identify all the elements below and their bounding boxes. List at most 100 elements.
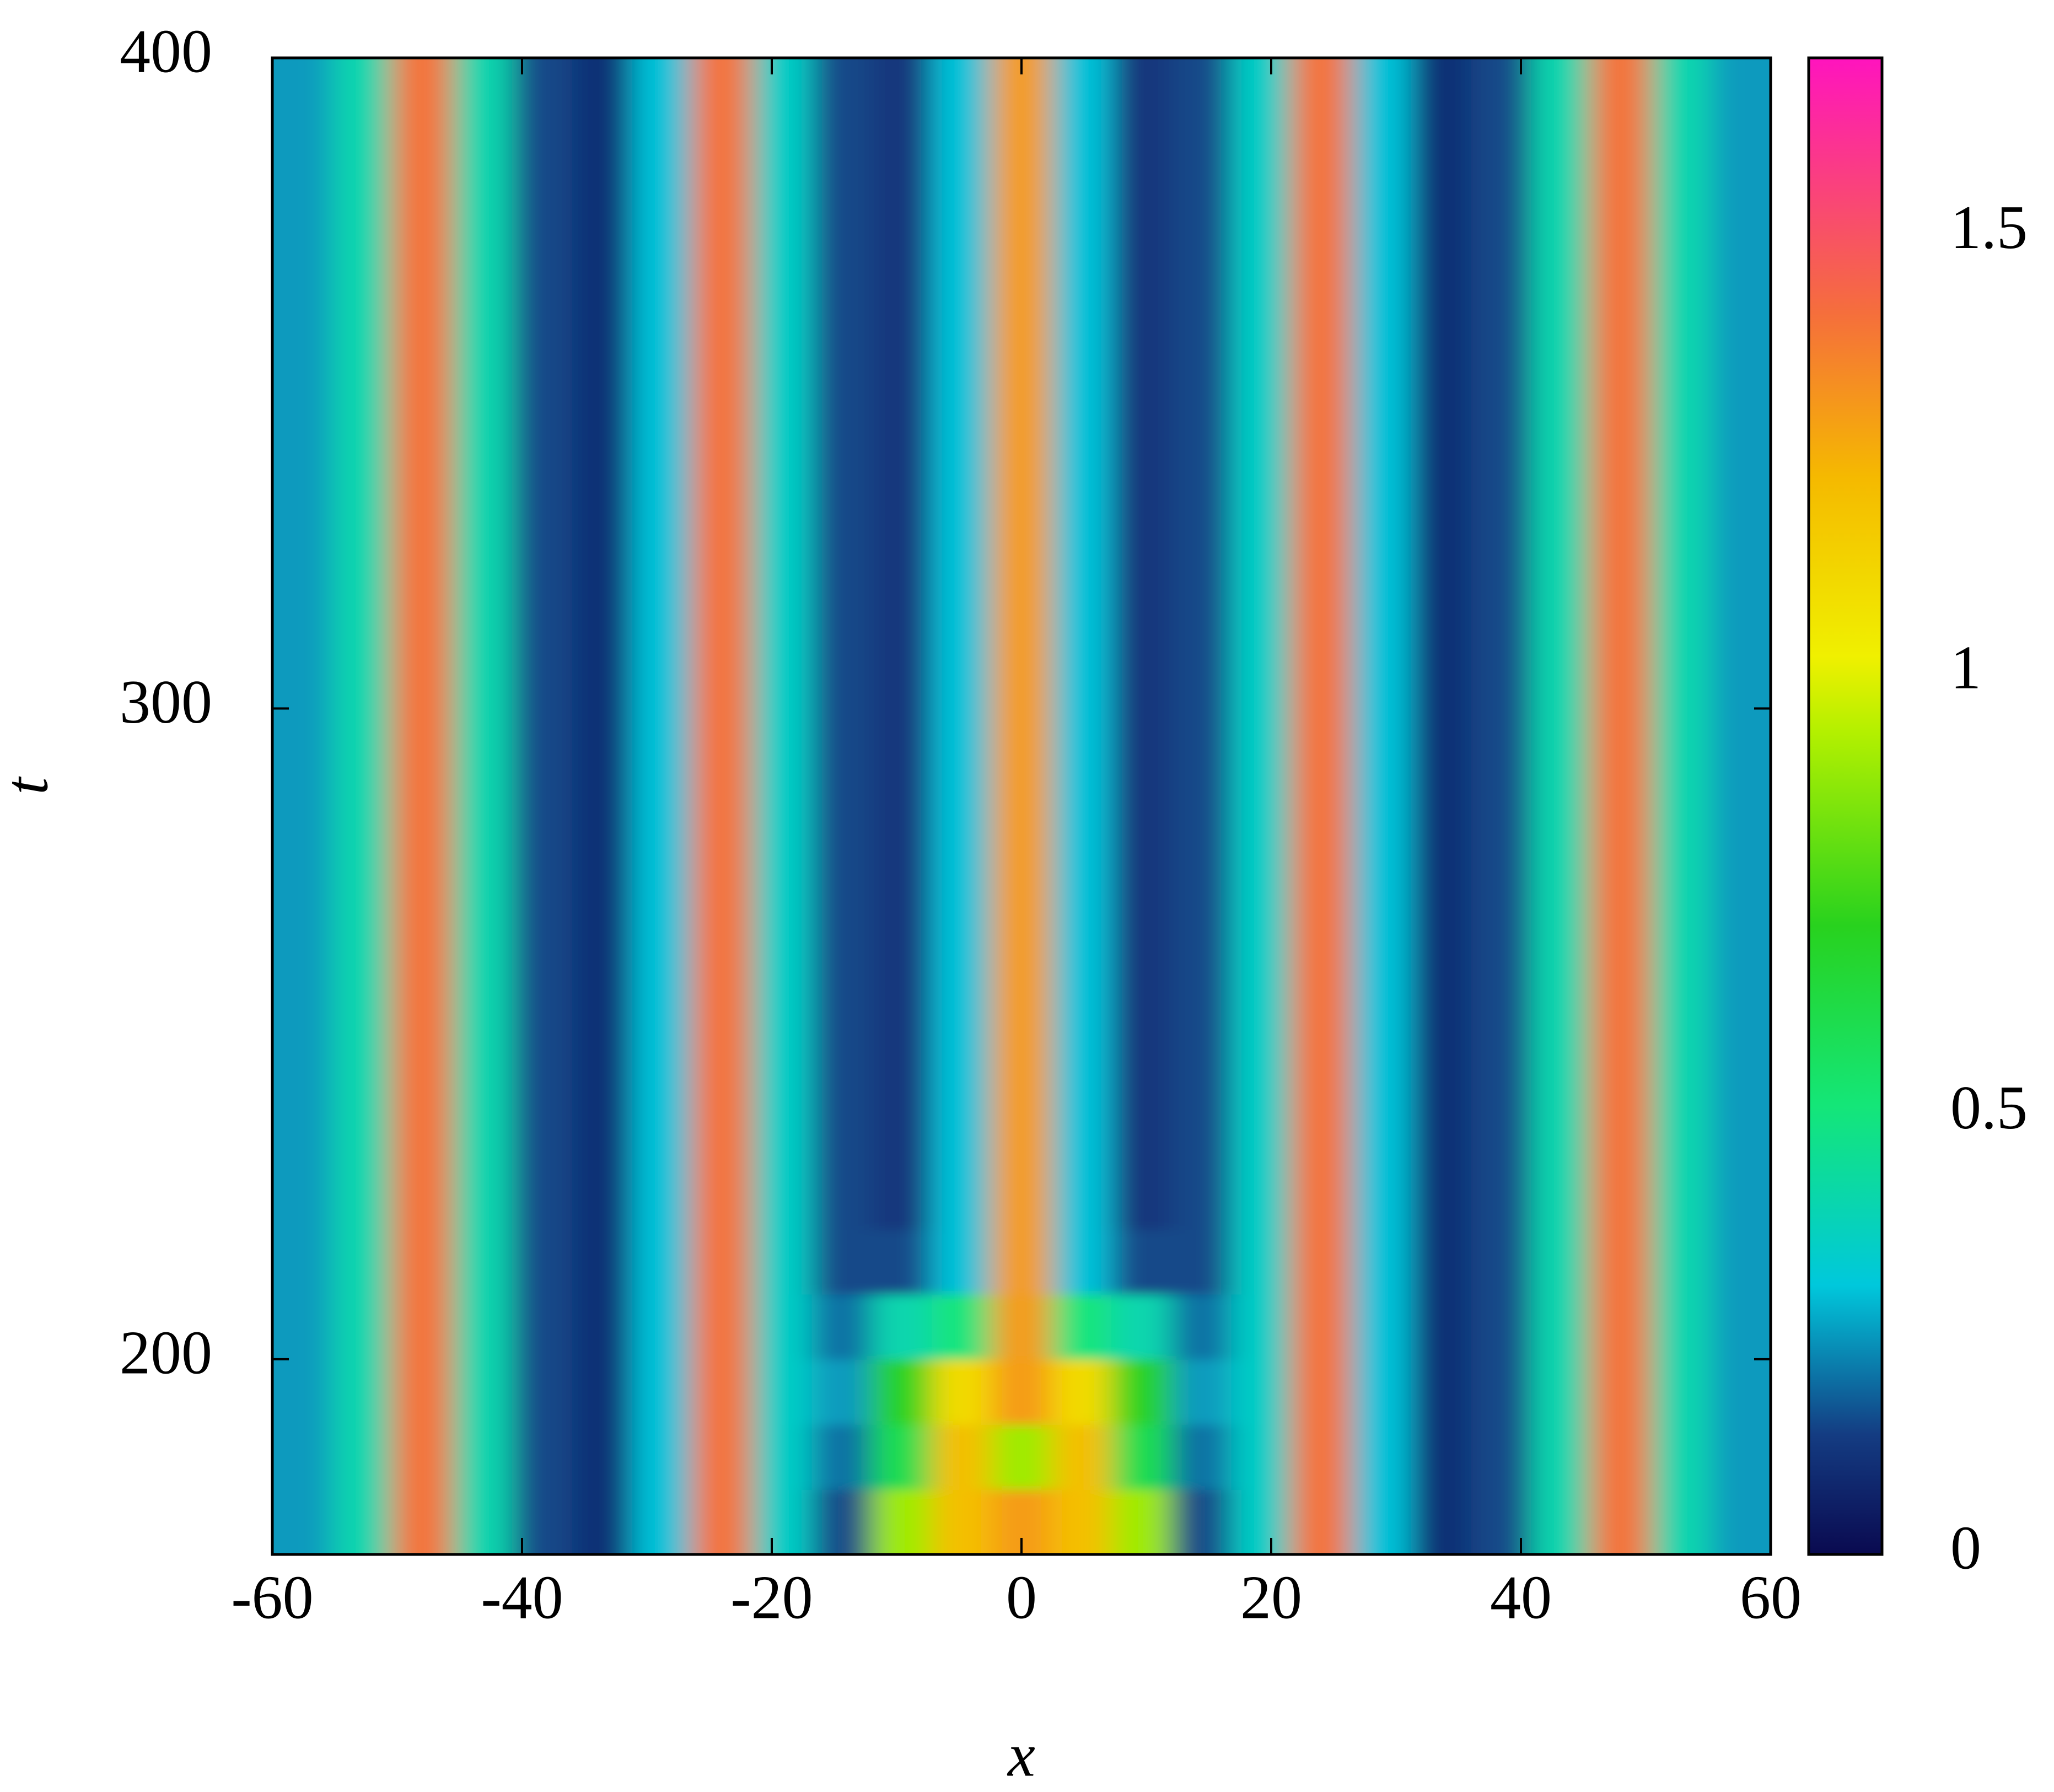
heat-cell — [1171, 1359, 1232, 1425]
heat-cell — [332, 968, 393, 1035]
heat-cell — [1111, 448, 1172, 514]
heat-cell — [1171, 1099, 1232, 1165]
heat-cell — [1171, 968, 1232, 1035]
heat-cell — [272, 708, 333, 774]
heat-cell — [392, 1229, 453, 1295]
heat-cell — [1351, 773, 1412, 840]
heat-cell — [692, 1489, 752, 1554]
heat-cell — [1051, 448, 1112, 514]
heat-cell — [1351, 318, 1412, 384]
heat-cell — [332, 253, 393, 319]
heat-cell — [1531, 448, 1591, 514]
heat-cell — [751, 318, 813, 384]
heat-cell — [751, 123, 813, 189]
heat-cell — [751, 383, 813, 449]
heat-cell — [872, 1359, 932, 1425]
heat-cell — [1471, 968, 1532, 1035]
x-tick-label: 60 — [1740, 1564, 1802, 1632]
heat-cell — [572, 643, 633, 709]
heat-cell — [1291, 1294, 1352, 1360]
heat-cell — [1590, 773, 1652, 840]
heat-cell — [1650, 188, 1712, 254]
heat-cell — [1051, 578, 1112, 644]
heat-cell — [452, 318, 513, 384]
heat-cell — [1051, 123, 1112, 189]
heat-cell — [692, 708, 752, 774]
heat-cell — [1471, 578, 1532, 644]
heat-cell — [1171, 448, 1232, 514]
heat-cell — [1291, 1164, 1352, 1230]
heat-cell — [872, 513, 932, 579]
heat-cell — [1171, 643, 1232, 709]
heat-cell — [1471, 448, 1532, 514]
heat-cell — [931, 1164, 992, 1230]
heat-cell — [332, 1164, 393, 1230]
heat-cell — [692, 188, 752, 254]
heat-cell — [1171, 123, 1232, 189]
heat-cell — [1111, 708, 1172, 774]
heat-cell — [1111, 1294, 1172, 1360]
heat-cell — [392, 708, 453, 774]
heat-cell — [1711, 838, 1771, 905]
heat-cell — [931, 253, 992, 319]
heat-cell — [692, 318, 752, 384]
heat-cell — [931, 318, 992, 384]
heat-cell — [872, 1489, 932, 1554]
heat-cell — [1351, 643, 1412, 709]
heat-cell — [692, 1164, 752, 1230]
heat-cell — [1351, 1099, 1412, 1165]
heat-cell — [1291, 1034, 1352, 1100]
heat-cell — [572, 448, 633, 514]
heat-cell — [692, 513, 752, 579]
heat-cell — [1291, 708, 1352, 774]
heat-cell — [811, 708, 873, 774]
heat-cell — [1531, 708, 1591, 774]
heat-cell — [1411, 448, 1472, 514]
heat-cell — [272, 1229, 333, 1295]
heat-cell — [1351, 968, 1412, 1035]
heat-cell — [931, 58, 992, 124]
heat-cell — [1231, 708, 1292, 774]
heat-cell — [1411, 1034, 1472, 1100]
heat-cell — [1291, 383, 1352, 449]
heat-cell — [1051, 1359, 1112, 1425]
heat-cell — [272, 1489, 333, 1554]
heat-cell — [1111, 1099, 1172, 1165]
heat-cell — [1531, 58, 1591, 124]
heat-cell — [1411, 903, 1472, 970]
heat-cell — [1531, 643, 1591, 709]
heat-cell — [452, 1164, 513, 1230]
heat-cell — [1051, 58, 1112, 124]
heat-cell — [452, 1424, 513, 1490]
heat-cell — [452, 838, 513, 905]
heat-cell — [1531, 1099, 1591, 1165]
heat-cell — [811, 1164, 873, 1230]
heat-cell — [632, 1424, 693, 1490]
heat-cell — [1051, 1164, 1112, 1230]
heat-cell — [1291, 253, 1352, 319]
heat-cell — [1411, 643, 1472, 709]
heat-cell — [1711, 578, 1771, 644]
heat-cell — [751, 253, 813, 319]
heat-cell — [1231, 838, 1292, 905]
heat-cell — [1590, 708, 1652, 774]
heat-cell — [1171, 1164, 1232, 1230]
heat-cell — [1231, 1294, 1292, 1360]
heat-cell — [1650, 1034, 1712, 1100]
heat-cell — [872, 1164, 932, 1230]
heat-cell — [1411, 968, 1472, 1035]
heat-cell — [632, 773, 693, 840]
heat-cell — [872, 1099, 932, 1165]
heat-cell — [1291, 123, 1352, 189]
heat-cell — [1051, 708, 1112, 774]
heat-cell — [452, 123, 513, 189]
heat-cell — [572, 708, 633, 774]
heat-cell — [931, 1294, 992, 1360]
heat-cell — [1351, 1229, 1412, 1295]
heat-cell — [811, 1489, 873, 1554]
heat-cell — [332, 1099, 393, 1165]
heat-cell — [632, 838, 693, 905]
heat-cell — [1351, 253, 1412, 319]
heat-cell — [1351, 448, 1412, 514]
heat-cell — [1111, 123, 1172, 189]
